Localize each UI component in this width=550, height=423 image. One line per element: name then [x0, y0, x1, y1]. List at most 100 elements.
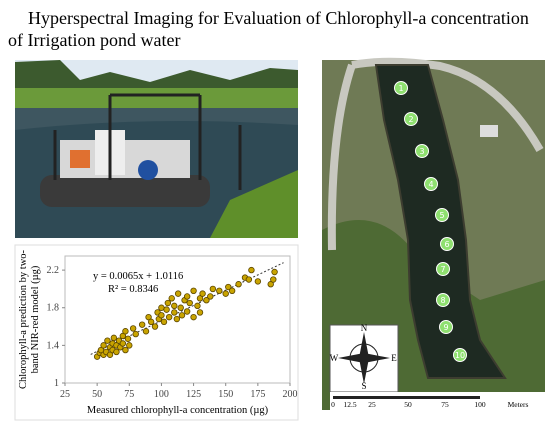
point [138, 321, 146, 328]
marker [404, 112, 418, 126]
aerial-map [322, 57, 545, 410]
y-tick-label: 1 [54, 378, 59, 389]
point [124, 335, 132, 342]
marker-label: 8 [440, 296, 445, 305]
marker-label: 5 [439, 211, 444, 220]
y-axis-label: Chlorophyll-a prediction by two- [18, 249, 29, 389]
x-axis-label: Measured chlorophyll-a concentration (µg… [87, 405, 269, 416]
point [100, 342, 107, 349]
plot-frame [64, 255, 291, 384]
annotation: y = 0.0065x + 1.0116 [93, 271, 183, 282]
point [177, 304, 184, 311]
marker-label: 2 [408, 115, 413, 124]
title-line: of Irrigation pond water [8, 30, 180, 50]
marker [424, 177, 438, 191]
marker-label: 7 [440, 265, 445, 274]
scatter-chart: 1 1.4 1.8 2.2 25 50 75 100 125 150 175 200 Measured … [18, 249, 298, 416]
scale-label: 100 [474, 400, 486, 409]
point [126, 342, 133, 349]
x-tick-label: 25 [60, 389, 70, 400]
point [158, 312, 165, 319]
marker [436, 293, 450, 307]
scale-label: 0 [331, 400, 335, 409]
point [174, 290, 182, 297]
x-tick-label: 200 [283, 389, 298, 400]
point [168, 295, 175, 302]
point [183, 293, 191, 300]
scale-label: 50 [404, 400, 412, 409]
point [271, 268, 278, 276]
point [248, 266, 255, 274]
point [163, 306, 170, 313]
point [171, 309, 178, 316]
point [122, 328, 129, 335]
marker [453, 348, 467, 362]
y-axis-label: band NIR-red model (µg) [30, 265, 41, 373]
point [178, 312, 186, 319]
scale-label: 75 [441, 400, 449, 409]
marker [436, 262, 450, 276]
point [142, 328, 150, 335]
point [207, 293, 214, 300]
map-labels: 1 2 3 4 5 6 7 8 9 10 N S E W 0 12.5 25 50 75 100 Meters [330, 81, 529, 409]
point [225, 283, 232, 291]
point [196, 309, 204, 316]
point [199, 290, 206, 297]
point [254, 278, 262, 285]
point [216, 287, 223, 295]
point [129, 325, 137, 332]
point [245, 276, 253, 283]
x-tick-label: 100 [154, 389, 169, 400]
marker-label: 4 [428, 180, 433, 189]
compass-label: N [361, 323, 368, 333]
scale-label: 12.5 [343, 400, 356, 409]
point [186, 299, 193, 307]
point [173, 315, 181, 323]
x-tick-label: 175 [250, 389, 265, 400]
chart-panel [14, 244, 299, 421]
point [235, 281, 242, 288]
point [110, 334, 118, 342]
compass-label: S [361, 381, 366, 391]
point [132, 330, 139, 338]
point [270, 276, 277, 283]
scale-label: 25 [368, 400, 376, 409]
scale-unit: Meters [508, 400, 529, 409]
point [171, 302, 178, 310]
marker [440, 237, 454, 251]
annotation: R² = 0.8346 [108, 284, 158, 295]
compass-label: E [391, 353, 397, 363]
point [183, 308, 191, 315]
marker-label: 10 [455, 351, 465, 360]
point [122, 346, 129, 354]
point [104, 337, 111, 344]
point [222, 290, 229, 297]
x-tick-label: 75 [124, 389, 134, 400]
point [147, 318, 155, 326]
point [194, 302, 201, 310]
compass-label: W [330, 353, 339, 363]
y-tick-label: 1.8 [47, 303, 60, 314]
marker-label: 6 [444, 240, 449, 249]
marker [435, 208, 449, 222]
title-line: Hyperspectral Imaging for Evaluation of … [28, 8, 529, 28]
point [203, 297, 210, 304]
point [228, 287, 236, 295]
marker [415, 144, 429, 158]
point [164, 299, 172, 307]
point [160, 318, 168, 326]
point [119, 340, 127, 347]
marker [394, 81, 408, 95]
point [209, 285, 217, 293]
y-tick-label: 2.2 [47, 265, 60, 276]
point [151, 323, 159, 330]
marker [439, 320, 453, 334]
photo [15, 60, 298, 238]
point [190, 313, 197, 321]
y-tick-label: 1.4 [47, 340, 60, 351]
marker-label: 1 [398, 84, 403, 93]
point [113, 348, 120, 356]
marker-label: 9 [443, 323, 448, 332]
point [190, 287, 197, 295]
